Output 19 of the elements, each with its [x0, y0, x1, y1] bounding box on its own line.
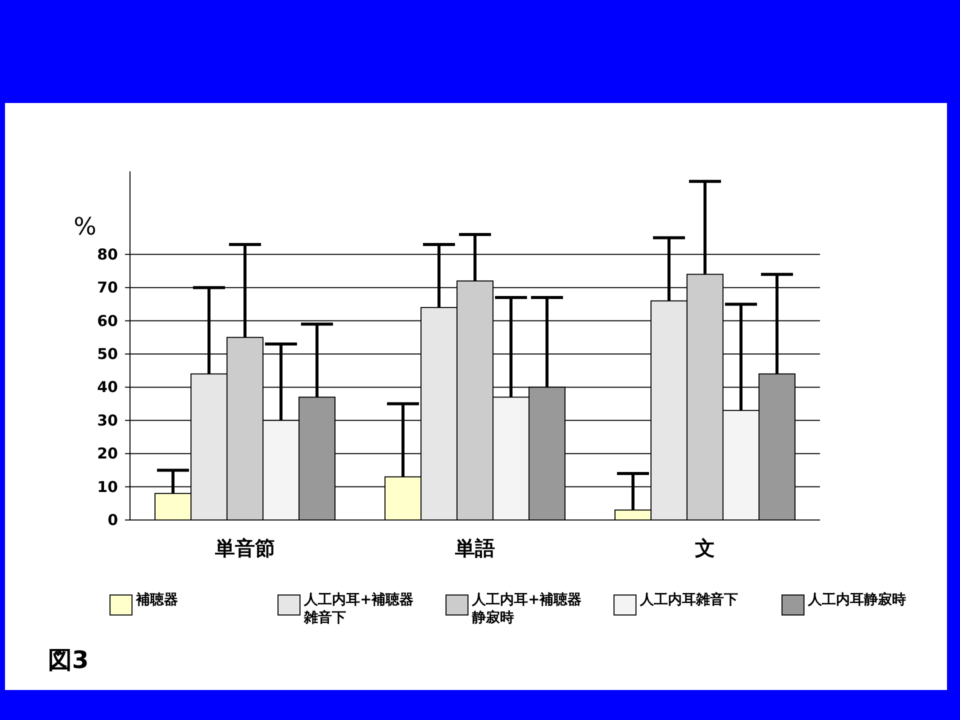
legend-label: 補聴器 [136, 591, 179, 609]
y-tick-label: 10 [97, 478, 118, 496]
y-tick-label: 80 [97, 245, 118, 264]
x-tick-label: 文 [694, 536, 715, 560]
x-tick-label: 単音節 [214, 536, 275, 560]
y-tick-label: 30 [97, 411, 118, 430]
legend-label: 人工内耳雑音下 [640, 591, 739, 609]
y-tick-label: 0 [108, 511, 118, 529]
y-axis-title: % [74, 212, 96, 240]
legend-label: 人工内耳+補聴器静寂時 [472, 591, 583, 627]
y-tick-label: 60 [97, 312, 118, 330]
x-tick-label: 単語 [454, 536, 495, 560]
caption: 図3 [48, 646, 89, 674]
legend-label: 人工内耳静寂時 [808, 591, 907, 609]
y-tick-label: 70 [97, 278, 118, 297]
y-tick-label: 50 [97, 345, 118, 363]
y-tick-label: 40 [97, 378, 118, 396]
y-tick-label: 20 [97, 444, 118, 463]
legend-label: 人工内耳+補聴器雑音下 [304, 591, 415, 627]
